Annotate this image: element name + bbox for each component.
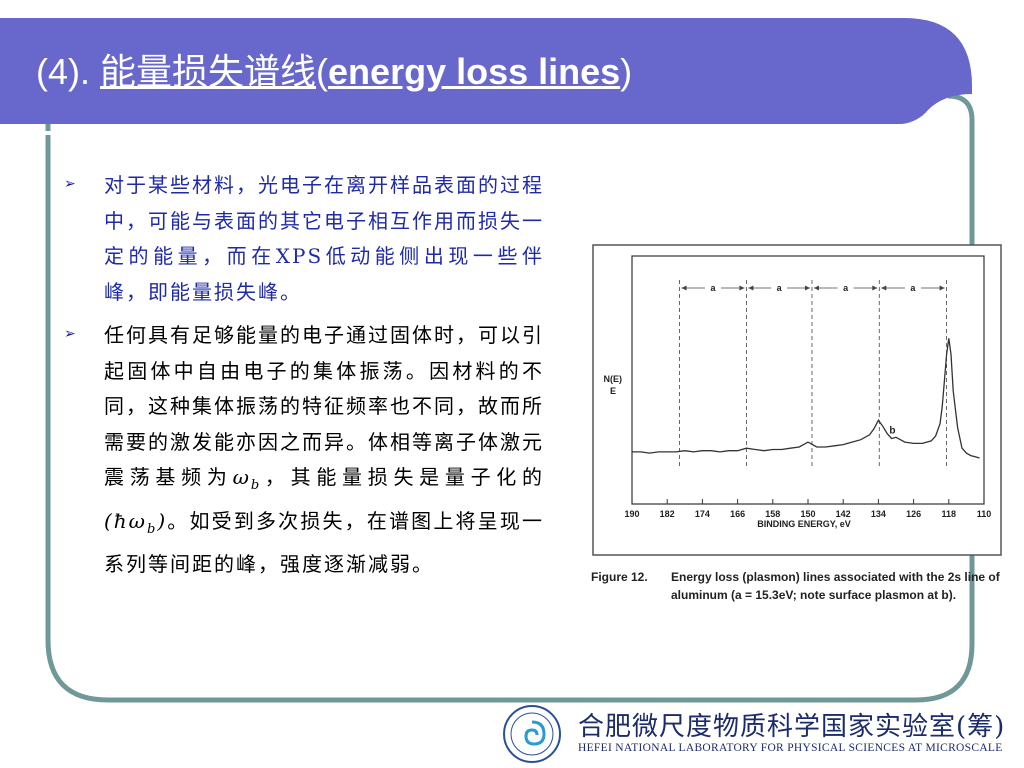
bullet-item: ➢ 对于某些材料，光电子在离开样品表面的过程中，可能与表面的其它电子相互作用而损…: [64, 168, 544, 310]
bullet-text: 对于某些材料，光电子在离开样品表面的过程中，可能与表面的其它电子相互作用而损失一…: [104, 173, 544, 304]
figure-border: [592, 244, 1002, 556]
x-axis-ticks: 190 182 174 166 158 150 142 134 126 118 110: [624, 499, 991, 519]
lab-name-english: HEFEI NATIONAL LABORATORY FOR PHYSICAL S…: [578, 742, 1003, 754]
x-tick-label: 166: [730, 509, 745, 519]
x-tick-label: 142: [836, 509, 851, 519]
title-banner: [0, 18, 972, 124]
spacing-label: a: [843, 283, 849, 293]
content-frame-border: [45, 93, 975, 703]
x-tick-label: 182: [660, 509, 675, 519]
bullet-text-part: 任何具有足够能量的电子通过固体时，可以引起固体中自由电子的集体振荡。因材料的不同…: [104, 323, 544, 489]
spacing-label: a: [777, 283, 783, 293]
hbar-omega-symbol: (ħω: [104, 508, 147, 533]
spacing-arrowhead: [881, 285, 887, 291]
annotation-label: b: [889, 426, 895, 437]
title-open-paren: (: [316, 51, 329, 92]
x-tick-label: 118: [942, 509, 957, 519]
arrow-bullet-icon: ➢: [64, 176, 76, 192]
spacing-arrowhead: [804, 285, 810, 291]
caption-label: Figure 12.: [591, 570, 648, 584]
lab-logo-icon: [503, 705, 561, 763]
bullet-list: ➢ 对于某些材料，光电子在离开样品表面的过程中，可能与表面的其它电子相互作用而损…: [64, 168, 544, 591]
spacing-arrowhead: [939, 285, 945, 291]
x-tick-label: 150: [800, 509, 815, 519]
arrow-bullet-icon: ➢: [64, 326, 76, 342]
title-prefix: (4).: [36, 51, 101, 92]
spacing-label: a: [710, 283, 716, 293]
hbar-close-paren: ): [157, 508, 168, 533]
lab-name-chinese: 合肥微尺度物质科学国家实验室(筹): [578, 712, 1006, 742]
bullet-text-part: 。如受到多次损失，在谱图上将呈现一系列等间距的峰，强度逐渐减弱。: [104, 508, 544, 577]
x-tick-label: 190: [624, 509, 639, 519]
title-close-paren: ): [620, 51, 633, 92]
spacing-label: a: [910, 283, 916, 293]
omega-subscript: b: [250, 478, 262, 493]
series-line: [632, 338, 980, 459]
x-tick-label: 158: [765, 509, 780, 519]
omega-symbol: ω: [232, 465, 251, 489]
title-english: energy loss lines: [328, 51, 621, 92]
spacing-arrowhead: [872, 285, 878, 291]
bullet-item: ➢ 任何具有足够能量的电子通过固体时，可以引起固体中自由电子的集体振荡。因材料的…: [64, 318, 544, 583]
hbar-omega-subscript: b: [147, 521, 158, 537]
x-tick-label: 110: [977, 509, 992, 519]
bullet-text-part: ，其能量损失是量子化的: [261, 465, 545, 489]
bullet-text: 任何具有足够能量的电子通过固体时，可以引起固体中自由电子的集体振荡。因材料的不同…: [104, 318, 544, 583]
y-axis-label: N(E) E: [604, 374, 623, 396]
caption-text: Energy loss (plasmon) lines associated w…: [671, 570, 1000, 602]
title-chinese: 能量损失谱线: [100, 52, 317, 93]
page-title: (4). 能量损失谱线(energy loss lines): [36, 50, 632, 95]
spacing-arrowhead: [813, 285, 819, 291]
x-tick-label: 126: [906, 509, 921, 519]
x-tick-label: 174: [695, 509, 710, 519]
spacing-arrowhead: [681, 285, 687, 291]
plasmon-loss-chart: N(E) E 190 182 174 166 158 150 142 134 126 118 110 …: [592, 244, 1002, 556]
spacing-arrowhead: [748, 285, 754, 291]
spacing-arrowhead: [739, 285, 745, 291]
x-axis-label: BINDING ENERGY, eV: [757, 519, 851, 529]
x-tick-label: 134: [871, 509, 886, 519]
